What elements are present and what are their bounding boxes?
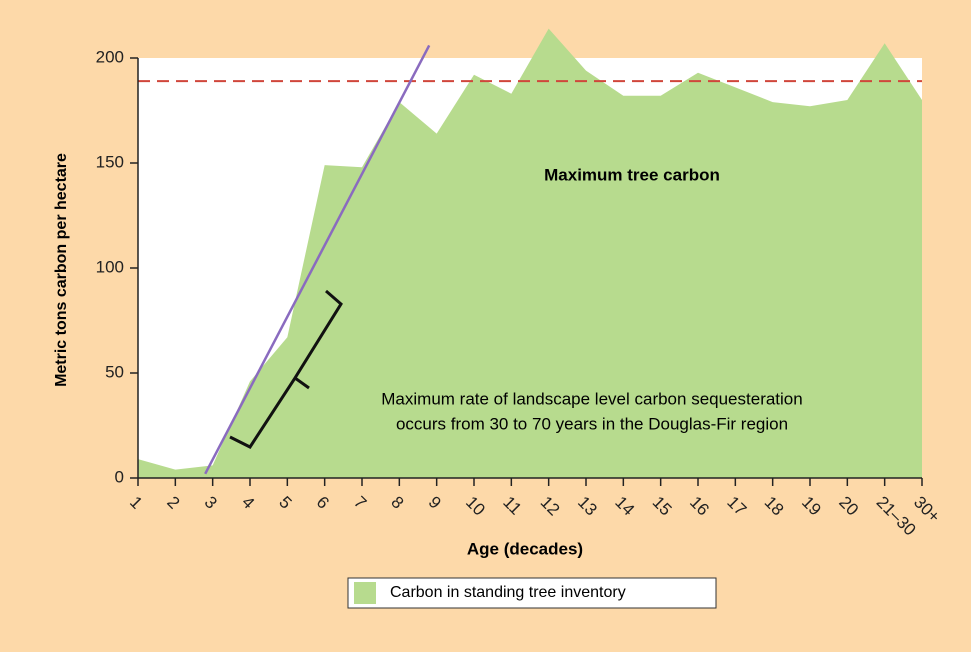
x-axis-title: Age (decades) (467, 539, 583, 558)
y-tick-label: 200 (96, 47, 124, 66)
bracket (229, 289, 343, 449)
y-tick-label: 50 (105, 362, 124, 381)
legend-label: Carbon in standing tree inventory (390, 584, 626, 601)
y-tick-label: 0 (115, 467, 124, 486)
reference-label: Maximum tree carbon (544, 165, 720, 184)
y-tick-label: 100 (96, 257, 124, 276)
annotation: occurs from 30 to 70 years in the Dougla… (396, 414, 788, 433)
trend-line (204, 44, 431, 475)
legend-swatch (354, 582, 376, 604)
legend (347, 577, 717, 609)
y-axis-title: Metric tons carbon per hectare (53, 153, 70, 387)
y-tick-label: 150 (96, 152, 124, 171)
annotation: Maximum rate of landscape level carbon s… (381, 389, 802, 408)
area (138, 28, 922, 478)
